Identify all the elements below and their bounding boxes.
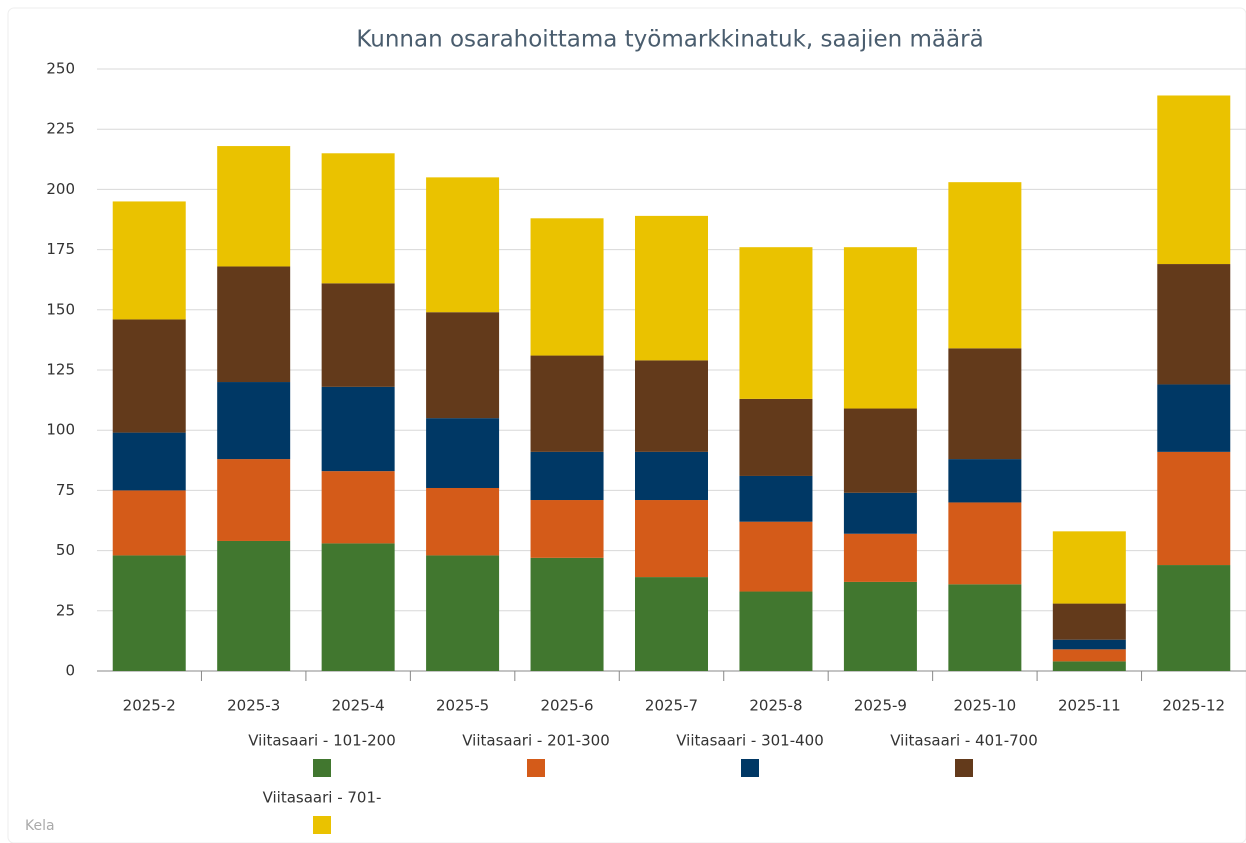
bar-segment (635, 577, 708, 671)
bar-segment (321, 386, 395, 472)
bar-segment (1052, 531, 1126, 604)
bar-segment (426, 487, 500, 556)
bar-segment (948, 502, 1022, 585)
y-tick-label: 250 (46, 60, 75, 78)
bar-segment (530, 451, 604, 501)
bar-segment (112, 490, 186, 556)
bar-segment (1157, 95, 1231, 265)
y-tick-label: 75 (56, 481, 75, 499)
bar-segment (1052, 661, 1126, 671)
x-tick-label: 2025-8 (749, 697, 802, 715)
bar-segment (530, 218, 604, 356)
bar-segment (530, 500, 604, 558)
bar-segment (843, 533, 917, 582)
chart-frame (7, 7, 1246, 843)
legend-swatch (527, 759, 545, 777)
y-tick-label: 125 (46, 361, 75, 379)
bar-segment (635, 360, 708, 452)
bar-segment (530, 557, 604, 671)
bar-segment (1052, 649, 1126, 662)
x-tick-label: 2025-5 (436, 697, 489, 715)
credits: Kela (25, 818, 55, 834)
x-tick-label: 2025-2 (123, 697, 176, 715)
bar-segment (948, 348, 1022, 460)
bar-segment (426, 312, 500, 419)
bar-segment (321, 471, 395, 544)
y-tick-label: 175 (46, 240, 75, 258)
bar-segment (112, 432, 186, 491)
bar-segment (426, 418, 500, 488)
bar-segment (948, 584, 1022, 671)
bar-segment (321, 153, 395, 284)
bar-segment (217, 382, 291, 460)
x-tick-label: 2025-12 (1162, 697, 1225, 715)
x-tick-label: 2025-7 (645, 697, 698, 715)
legend-label: Viitasaari - 301-400 (676, 732, 824, 750)
bar-segment (739, 475, 813, 522)
bar-segment (426, 177, 500, 313)
bar-segment (739, 398, 813, 476)
bar-segment (321, 543, 395, 671)
bar-segment (112, 555, 186, 671)
bar-segment (948, 182, 1022, 349)
legend-label: Viitasaari - 701- (263, 789, 382, 807)
x-tick-label: 2025-9 (854, 697, 907, 715)
bar-segment (1157, 565, 1231, 671)
bar-segment (112, 201, 186, 320)
bar-segment (843, 408, 917, 493)
bar-segment (217, 540, 291, 671)
bar-segment (843, 492, 917, 534)
bar-segment (635, 215, 708, 361)
bar-segment (530, 355, 604, 452)
bar-segment (217, 266, 291, 383)
legend-swatch (313, 759, 331, 777)
bar-segment (217, 146, 291, 267)
bar-segment (739, 247, 813, 399)
y-tick-label: 50 (56, 541, 75, 559)
legend-swatch (741, 759, 759, 777)
x-tick-label: 2025-3 (227, 697, 280, 715)
legend-swatch (955, 759, 973, 777)
bar-segment (635, 451, 708, 501)
y-tick-label: 25 (56, 601, 75, 619)
bar-segment (1157, 451, 1231, 566)
x-tick-label: 2025-6 (540, 697, 593, 715)
x-tick-label: 2025-11 (1058, 697, 1121, 715)
legend-label: Viitasaari - 201-300 (462, 732, 610, 750)
bar-segment (1157, 384, 1231, 452)
y-tick-label: 200 (46, 180, 75, 198)
legend-label: Viitasaari - 401-700 (890, 732, 1038, 750)
x-tick-label: 2025-4 (332, 697, 385, 715)
bar-segment (739, 591, 813, 671)
bar-segment (1052, 639, 1126, 650)
legend-label: Viitasaari - 101-200 (248, 732, 396, 750)
bar-segment (843, 247, 917, 409)
bar-segment (1052, 603, 1126, 640)
bar-segment (426, 555, 500, 671)
y-tick-label: 225 (46, 120, 75, 138)
bar-segment (1157, 264, 1231, 385)
x-tick-label: 2025-10 (954, 697, 1017, 715)
bar-segment (635, 500, 708, 578)
bar-segment (948, 459, 1022, 503)
y-tick-label: 150 (46, 300, 75, 318)
y-tick-label: 0 (65, 662, 75, 680)
legend-swatch (313, 816, 331, 834)
bar-segment (321, 283, 395, 387)
chart-title: Kunnan osarahoittama työmarkkinatuk, saa… (356, 27, 983, 53)
bar-segment (739, 521, 813, 592)
bar-segment (843, 581, 917, 671)
y-tick-label: 100 (46, 421, 75, 439)
bar-segment (112, 319, 186, 433)
bar-segment (217, 459, 291, 541)
